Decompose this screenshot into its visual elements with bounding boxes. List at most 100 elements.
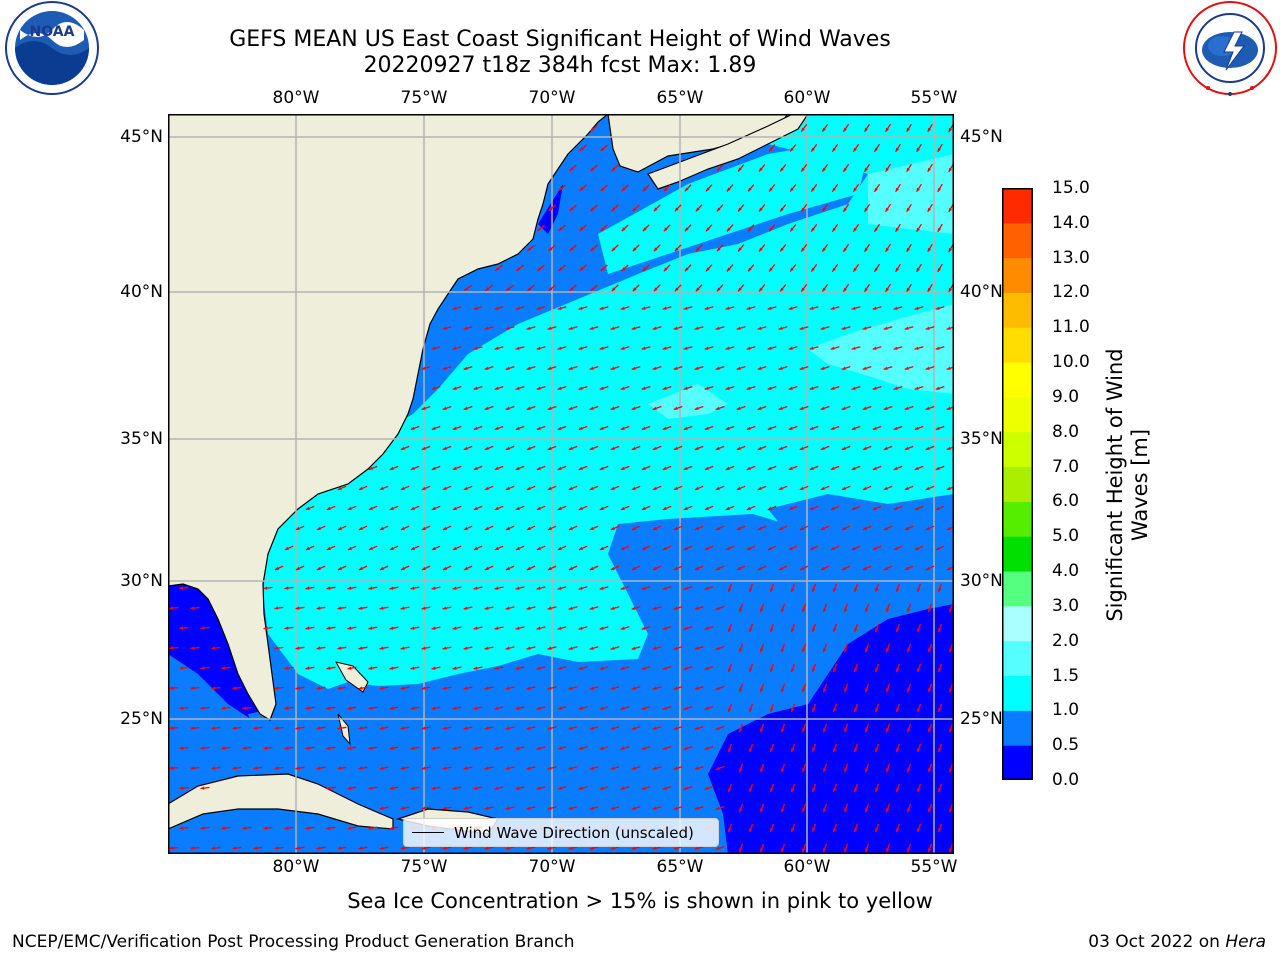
wind-direction-arrowhead — [632, 287, 637, 292]
colorbar-tick-label: 3.0 — [1052, 595, 1080, 616]
wind-direction-arrowhead — [832, 227, 836, 232]
wind-direction-arrowhead — [641, 706, 646, 710]
wind-direction-arrowhead — [568, 606, 573, 610]
wind-direction-arrowhead — [431, 666, 436, 670]
wind-direction-arrowhead — [673, 846, 678, 850]
footer-date-text: 03 Oct 2022 on — [1088, 932, 1220, 952]
wind-direction-arrowhead — [284, 586, 289, 590]
wind-direction-arrowhead — [823, 808, 827, 813]
legend-label: Wind Wave Direction (unscaled) — [454, 823, 694, 842]
wind-direction-arrowhead — [832, 267, 836, 272]
wind-direction-arrowhead — [749, 668, 753, 673]
wind-direction-arrowhead — [925, 566, 930, 570]
wind-direction-arrowhead — [631, 766, 636, 770]
wind-direction-arrowhead — [484, 526, 489, 530]
wind-direction-arrowhead — [886, 768, 890, 773]
wind-direction-arrowhead — [631, 686, 636, 690]
lat-tick-right: 35°N — [960, 429, 1003, 449]
wind-direction-arrowhead — [295, 846, 300, 850]
wind-direction-arrowhead — [347, 666, 352, 670]
wind-direction-arrowhead — [927, 207, 931, 212]
wind-direction-arrowhead — [704, 466, 709, 470]
wind-direction-arrowhead — [484, 846, 489, 850]
wind-direction-arrowhead — [400, 446, 405, 450]
wind-direction-arrowhead — [906, 287, 910, 292]
wind-direction-arrowhead — [641, 506, 646, 510]
wind-direction-arrowhead — [770, 588, 774, 593]
wind-direction-arrowhead — [631, 646, 636, 650]
wind-direction-arrowhead — [568, 406, 573, 410]
wind-direction-arrowhead — [767, 426, 772, 430]
wind-direction-arrowhead — [928, 688, 932, 693]
colorbar — [1002, 188, 1033, 780]
wind-direction-arrowhead — [547, 486, 552, 490]
wind-direction-arrowhead — [736, 326, 741, 330]
wind-direction-arrowhead — [893, 346, 898, 350]
wind-direction-arrowhead — [484, 606, 489, 610]
wind-direction-arrowhead — [568, 326, 573, 330]
colorbar-cell — [1002, 605, 1033, 642]
wind-direction-arrowhead — [358, 726, 363, 730]
wind-direction-arrowhead — [463, 726, 468, 730]
wind-direction-arrowhead — [893, 306, 898, 310]
wind-direction-arrowhead — [305, 826, 310, 830]
wind-direction-arrowhead — [927, 167, 931, 172]
wind-direction-arrowhead — [844, 728, 848, 733]
wind-direction-arrowhead — [599, 586, 604, 590]
wind-direction-arrowhead — [200, 626, 205, 630]
wind-direction-arrowhead — [599, 386, 604, 390]
wind-direction-arrowhead — [938, 828, 942, 833]
wind-direction-arrowhead — [431, 426, 436, 430]
wind-direction-arrowhead — [611, 207, 616, 212]
wind-direction-arrowhead — [568, 446, 573, 450]
wind-direction-arrowhead — [896, 708, 900, 713]
wind-direction-arrowhead — [862, 446, 867, 450]
wind-direction-arrowhead — [736, 446, 741, 450]
wind-direction-arrowhead — [368, 826, 373, 830]
wind-direction-arrowhead — [864, 167, 868, 172]
wind-direction-arrowhead — [886, 848, 890, 853]
wind-direction-arrowhead — [746, 506, 751, 510]
wind-direction-arrowhead — [578, 466, 583, 470]
wind-direction-arrowhead — [706, 227, 710, 232]
wind-direction-arrowhead — [851, 426, 856, 430]
wind-direction-arrowhead — [833, 668, 837, 673]
wind-direction-arrowhead — [452, 426, 457, 430]
wind-direction-arrowhead — [851, 546, 856, 550]
wind-direction-arrowhead — [515, 386, 520, 390]
wind-direction-arrowhead — [526, 566, 531, 570]
wind-direction-arrowhead — [736, 566, 741, 570]
wind-direction-arrowhead — [830, 546, 835, 550]
wind-direction-arrowhead — [463, 366, 468, 370]
wind-direction-arrowhead — [906, 127, 910, 132]
wind-direction-arrowhead — [600, 187, 605, 191]
wind-direction-arrowhead — [749, 588, 753, 593]
wind-direction-arrowhead — [916, 147, 920, 152]
lon-tick-top: 70°W — [528, 88, 576, 108]
wind-direction-arrowhead — [823, 648, 827, 653]
wind-direction-arrowhead — [463, 806, 468, 810]
wind-direction-arrowhead — [505, 606, 510, 610]
wind-direction-arrowhead — [505, 726, 510, 730]
wind-direction-arrowhead — [781, 648, 785, 653]
wind-direction-arrowhead — [557, 546, 562, 550]
wind-direction-arrowhead — [820, 446, 825, 450]
wind-direction-arrowhead — [620, 626, 625, 630]
wind-direction-arrowhead — [179, 586, 184, 590]
wind-direction-arrowhead — [589, 486, 594, 490]
wind-direction-arrowhead — [760, 728, 764, 733]
wind-direction-arrowhead — [431, 546, 436, 550]
wind-direction-arrowhead — [400, 606, 405, 610]
wind-direction-arrowhead — [949, 808, 953, 813]
wind-direction-arrowhead — [695, 287, 700, 292]
noaa-logo-icon: NOAA — [5, 1, 99, 95]
wind-direction-arrowhead — [937, 147, 941, 152]
wind-direction-arrowhead — [242, 746, 247, 750]
wind-direction-arrowhead — [452, 466, 457, 470]
wind-direction-arrowhead — [274, 686, 279, 690]
wind-direction-arrowhead — [642, 227, 647, 232]
wind-direction-arrowhead — [548, 247, 553, 251]
wind-direction-arrowhead — [841, 326, 846, 330]
wind-direction-arrowhead — [620, 666, 625, 670]
wind-direction-arrowhead — [652, 566, 657, 570]
